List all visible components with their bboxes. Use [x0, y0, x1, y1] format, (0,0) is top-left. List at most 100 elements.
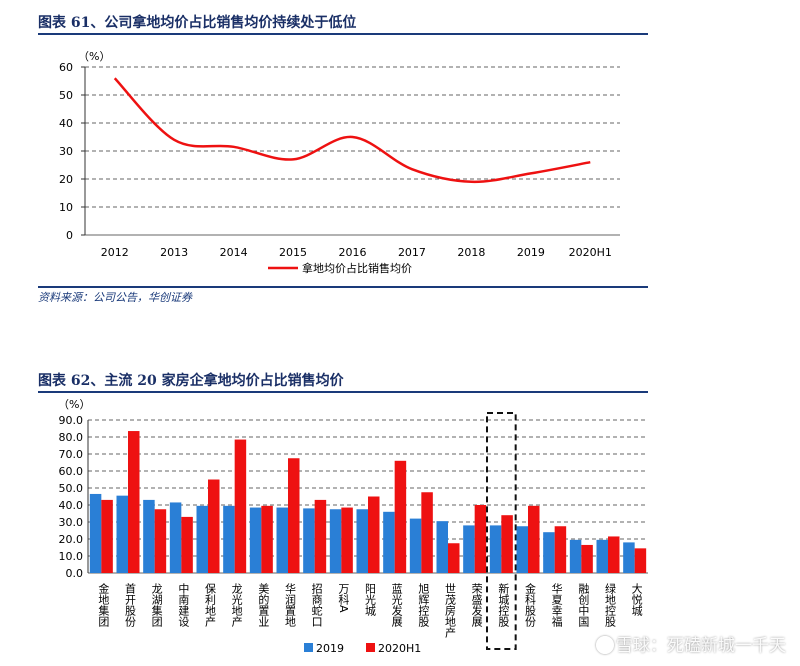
title-rule-1 [38, 33, 648, 35]
bar-2019 [356, 509, 368, 573]
bar-2020H1 [528, 505, 540, 573]
bar-2019 [169, 502, 182, 573]
x-tick-label-group: 万科A [337, 583, 350, 613]
legend-swatch [304, 643, 313, 652]
y-tick-label: 60.0 [59, 465, 84, 478]
x-tick-label-group: 蓝光发展 [390, 583, 403, 628]
y-tick-label: 0.0 [66, 567, 84, 580]
bar-2019 [223, 505, 235, 573]
x-tick-label-group: 龙光地产 [230, 583, 243, 628]
y-tick-label: 0 [66, 229, 73, 242]
bar-2020H1 [448, 543, 460, 573]
y-tick-label: 10.0 [59, 550, 84, 563]
title-rule-2 [38, 391, 648, 393]
snowball-icon [596, 636, 614, 654]
x-tick-label-group: 新城控股 [497, 582, 510, 628]
x-tick-label: 美的置业 [257, 583, 270, 627]
x-tick-label: 首开股份 [124, 582, 137, 628]
x-tick-label: 万科A [337, 583, 350, 613]
bar-2019 [89, 493, 102, 573]
bar-2020H1 [501, 515, 513, 573]
bar-2019 [329, 509, 342, 573]
x-tick-label: 2016 [339, 246, 367, 259]
legend-swatch [366, 643, 375, 652]
x-tick-label: 绿地控股 [604, 582, 617, 628]
bar-2019 [249, 507, 262, 573]
x-tick-label: 龙湖集团 [150, 583, 163, 628]
y-tick-label: 50.0 [59, 482, 84, 495]
figure-61-title: 图表 61、公司拿地均价占比销售均价持续处于低位 [38, 15, 357, 31]
highlight-box [486, 412, 517, 650]
bar-2019 [543, 532, 555, 573]
y-tick-label: 40.0 [59, 499, 84, 512]
bar-2020H1 [234, 439, 247, 573]
y-tick-label: 80.0 [59, 431, 84, 444]
x-tick-label-group: 龙湖集团 [150, 583, 163, 628]
x-tick-label-group: 华润置地 [284, 582, 297, 627]
x-tick-label-group: 金地集团 [97, 582, 110, 628]
x-tick-label-group: 世茂房地产 [444, 583, 457, 639]
x-tick-label-group: 美的置业 [257, 583, 270, 627]
bar-2019 [436, 521, 448, 573]
x-tick-label-group: 华夏幸福 [550, 582, 563, 628]
x-tick-label-group: 绿地控股 [604, 582, 617, 628]
y-tick-label: 40 [59, 117, 73, 130]
x-tick-label: 荣盛发展 [470, 583, 483, 628]
bar-2019 [489, 525, 502, 573]
watermark: 雪球：死磕新城一千天 [596, 631, 786, 656]
x-tick-label: 2019 [517, 246, 545, 259]
bar-2019 [383, 511, 395, 573]
x-tick-label-group: 保利地产 [204, 582, 217, 628]
y-tick-label: 60 [59, 61, 73, 74]
bar-2020H1 [608, 536, 620, 573]
bar-2019 [143, 499, 155, 573]
x-tick-label: 新城控股 [497, 582, 510, 628]
x-tick-label: 2012 [101, 246, 129, 259]
x-tick-label: 华夏幸福 [550, 582, 563, 628]
bar-2019 [516, 526, 528, 573]
x-tick-label-group: 中南建设 [177, 583, 190, 628]
x-tick-label: 华润置地 [284, 582, 297, 627]
x-tick-label: 蓝光发展 [390, 583, 403, 628]
x-tick-label-group: 融创中国 [577, 583, 590, 628]
x-tick-label: 2018 [457, 246, 485, 259]
x-tick-label: 旭辉控股 [417, 582, 430, 628]
figure-62-title: 图表 62、主流 20 家房企拿地均价占比销售均价 [38, 373, 344, 389]
bar-2019 [196, 505, 208, 573]
x-tick-label-group: 金科股份 [524, 582, 537, 628]
watermark-text: 雪球：死磕新城一千天 [616, 636, 786, 656]
bar-2020H1 [288, 458, 300, 573]
bar-2020H1 [314, 499, 327, 573]
bar-2020H1 [154, 509, 167, 573]
bar-2020H1 [128, 431, 140, 573]
x-tick-label: 2020H1 [569, 246, 612, 259]
y-tick-label: 10 [59, 201, 73, 214]
x-tick-label: 中南建设 [177, 583, 190, 628]
line-chart: （%） 0 10 20 30 40 50 60 2012 2013 2014 2015 2016 2017… [59, 50, 620, 275]
x-tick-label: 金科股份 [524, 582, 537, 628]
x-tick-label: 招商蛇口 [310, 582, 323, 627]
bar-2020H1 [261, 505, 273, 573]
bar-2019 [569, 539, 582, 573]
x-tick-label: 2015 [279, 246, 307, 259]
legend-label: 2019 [316, 642, 344, 655]
bar-2020H1 [341, 507, 353, 573]
bar-2019 [303, 508, 315, 573]
bar-2019 [116, 495, 128, 573]
bar-2020H1 [368, 496, 380, 573]
bar-2020H1 [208, 479, 220, 573]
bottom-rule-1 [38, 286, 648, 288]
x-tick-label: 2014 [220, 246, 248, 259]
bar-2019 [623, 542, 635, 573]
bar-2020H1 [581, 544, 593, 573]
bar-2020H1 [394, 460, 407, 573]
x-tick-label-group: 阳光城 [364, 583, 377, 616]
x-tick-label-group: 旭辉控股 [417, 582, 430, 628]
x-tick-label: 大悦城 [630, 582, 643, 616]
x-tick-label-group: 荣盛发展 [470, 583, 483, 628]
bar-2019 [596, 539, 608, 573]
x-tick-label-group: 大悦城 [630, 582, 643, 616]
bar-2019 [409, 518, 422, 573]
y-unit-label: （%） [78, 50, 110, 63]
bar-chart: （%） 0.0 10.0 20.0 30.0 40.0 50.0 60.0 70.0 80.0 90… [58, 398, 648, 655]
